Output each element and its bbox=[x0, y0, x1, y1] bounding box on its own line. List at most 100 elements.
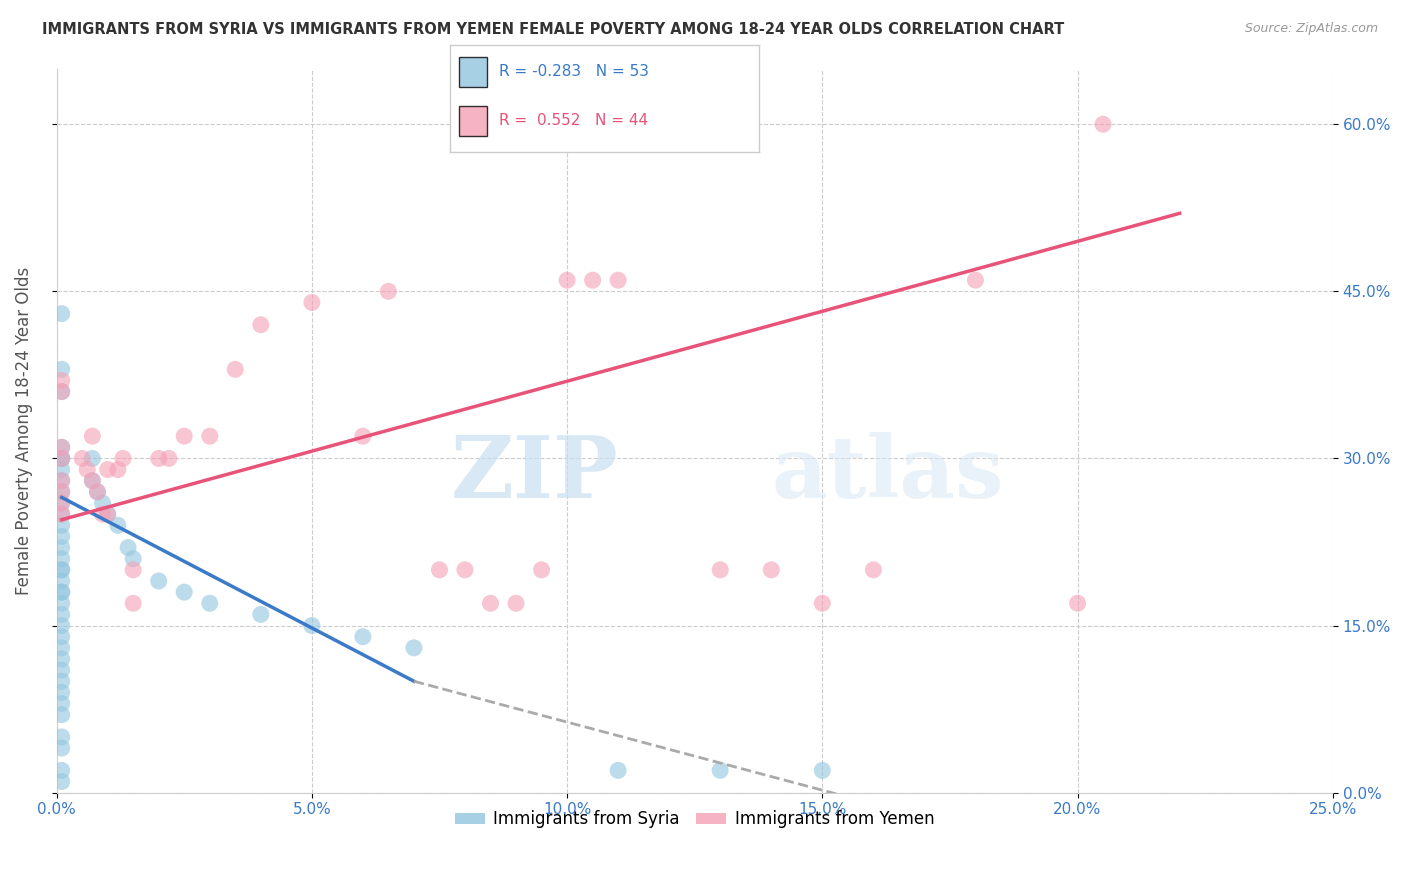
Point bbox=[117, 541, 139, 555]
Point bbox=[51, 384, 73, 399]
Text: R =  0.552   N = 44: R = 0.552 N = 44 bbox=[499, 112, 648, 128]
Point bbox=[51, 741, 73, 756]
Point bbox=[51, 529, 73, 543]
Point bbox=[51, 451, 73, 466]
Point bbox=[51, 697, 73, 711]
Point bbox=[51, 585, 73, 599]
Point bbox=[173, 429, 195, 443]
Point bbox=[82, 451, 104, 466]
Point bbox=[86, 484, 108, 499]
Point bbox=[51, 474, 73, 488]
FancyBboxPatch shape bbox=[460, 105, 486, 136]
Point bbox=[709, 764, 731, 778]
Point bbox=[51, 640, 73, 655]
Point bbox=[173, 585, 195, 599]
Point bbox=[1092, 117, 1115, 131]
Point bbox=[51, 596, 73, 610]
Point bbox=[97, 507, 120, 521]
Point bbox=[352, 630, 374, 644]
Y-axis label: Female Poverty Among 18-24 Year Olds: Female Poverty Among 18-24 Year Olds bbox=[15, 267, 32, 595]
Point bbox=[51, 496, 73, 510]
Point bbox=[97, 507, 120, 521]
Text: ZIP: ZIP bbox=[450, 432, 619, 516]
Point bbox=[709, 563, 731, 577]
Point bbox=[51, 574, 73, 588]
Point bbox=[122, 563, 145, 577]
Point bbox=[51, 663, 73, 677]
Point bbox=[51, 630, 73, 644]
Point bbox=[51, 652, 73, 666]
Point bbox=[51, 541, 73, 555]
Point bbox=[1066, 596, 1088, 610]
Point bbox=[111, 451, 134, 466]
Point bbox=[51, 374, 73, 388]
Text: IMMIGRANTS FROM SYRIA VS IMMIGRANTS FROM YEMEN FEMALE POVERTY AMONG 18-24 YEAR O: IMMIGRANTS FROM SYRIA VS IMMIGRANTS FROM… bbox=[42, 22, 1064, 37]
Point bbox=[51, 730, 73, 744]
Point bbox=[51, 462, 73, 476]
Point bbox=[51, 496, 73, 510]
Point bbox=[581, 273, 603, 287]
Point bbox=[429, 563, 451, 577]
Point bbox=[198, 429, 221, 443]
Point bbox=[377, 285, 399, 299]
Point bbox=[51, 518, 73, 533]
Text: atlas: atlas bbox=[772, 432, 1004, 516]
Point bbox=[249, 318, 271, 332]
Point bbox=[51, 774, 73, 789]
Point bbox=[965, 273, 987, 287]
Point bbox=[51, 451, 73, 466]
Point bbox=[122, 596, 145, 610]
Point bbox=[76, 462, 98, 476]
Point bbox=[249, 607, 271, 622]
Point bbox=[51, 607, 73, 622]
Point bbox=[70, 451, 93, 466]
Point bbox=[157, 451, 180, 466]
Point bbox=[479, 596, 502, 610]
Point bbox=[122, 551, 145, 566]
Point bbox=[301, 618, 323, 632]
Point bbox=[301, 295, 323, 310]
Point bbox=[148, 451, 170, 466]
Point bbox=[51, 764, 73, 778]
Point bbox=[51, 674, 73, 689]
Point bbox=[107, 518, 129, 533]
Point bbox=[607, 764, 630, 778]
Point bbox=[51, 484, 73, 499]
Point bbox=[454, 563, 477, 577]
Point bbox=[607, 273, 630, 287]
Point bbox=[51, 507, 73, 521]
Point bbox=[82, 474, 104, 488]
Point bbox=[402, 640, 425, 655]
Point bbox=[761, 563, 783, 577]
Point bbox=[505, 596, 527, 610]
Point bbox=[51, 563, 73, 577]
Point bbox=[148, 574, 170, 588]
Point bbox=[82, 474, 104, 488]
Text: Source: ZipAtlas.com: Source: ZipAtlas.com bbox=[1244, 22, 1378, 36]
Point bbox=[51, 307, 73, 321]
Point bbox=[51, 451, 73, 466]
Point bbox=[51, 384, 73, 399]
Point bbox=[107, 462, 129, 476]
Point bbox=[51, 618, 73, 632]
Point bbox=[198, 596, 221, 610]
Point bbox=[51, 563, 73, 577]
Point bbox=[530, 563, 553, 577]
Point bbox=[51, 707, 73, 722]
Point bbox=[51, 551, 73, 566]
Point bbox=[91, 496, 114, 510]
Point bbox=[811, 596, 834, 610]
Point bbox=[51, 685, 73, 699]
Point bbox=[51, 474, 73, 488]
Point bbox=[51, 440, 73, 454]
Point bbox=[51, 440, 73, 454]
Point bbox=[862, 563, 884, 577]
Point bbox=[82, 429, 104, 443]
Point bbox=[811, 764, 834, 778]
Point bbox=[51, 484, 73, 499]
Point bbox=[352, 429, 374, 443]
Point bbox=[97, 462, 120, 476]
Point bbox=[86, 484, 108, 499]
Point bbox=[91, 507, 114, 521]
Point bbox=[224, 362, 246, 376]
